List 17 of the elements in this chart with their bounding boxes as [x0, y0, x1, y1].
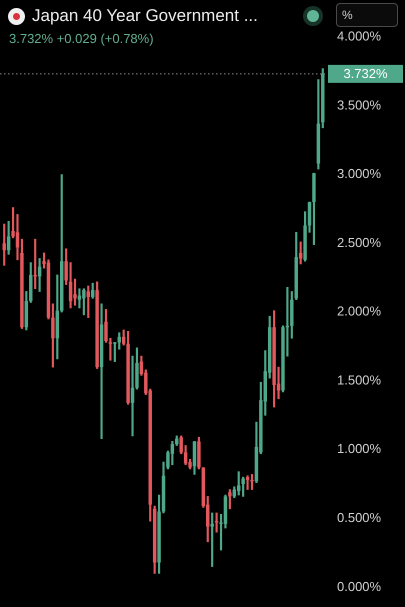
y-tick-label: 4.000%	[337, 28, 382, 44]
candlestick	[86, 286, 90, 318]
y-tick-label: 2.000%	[337, 304, 382, 319]
y-tick-label: 0.500%	[337, 510, 382, 526]
candlestick	[210, 512, 214, 567]
ref-line-label: 3.732%	[343, 66, 388, 81]
input-field: %	[336, 3, 398, 27]
y-tick-label: 3.000%	[337, 166, 382, 182]
chart-title: Japan 40 Year Government ...	[32, 6, 258, 26]
candlestick	[2, 224, 6, 266]
y-tick-label: 3.500%	[337, 97, 382, 112]
y-tick-label: 1.000%	[337, 441, 382, 456]
chart-subtitle: 3.732% +0.029 (+0.78%)	[9, 31, 154, 47]
y-tick-label: 1.500%	[337, 372, 382, 388]
y-tick-label: 0.000%	[337, 578, 382, 594]
candlestick	[33, 238, 37, 290]
y-tick-label: 2.500%	[337, 234, 382, 250]
